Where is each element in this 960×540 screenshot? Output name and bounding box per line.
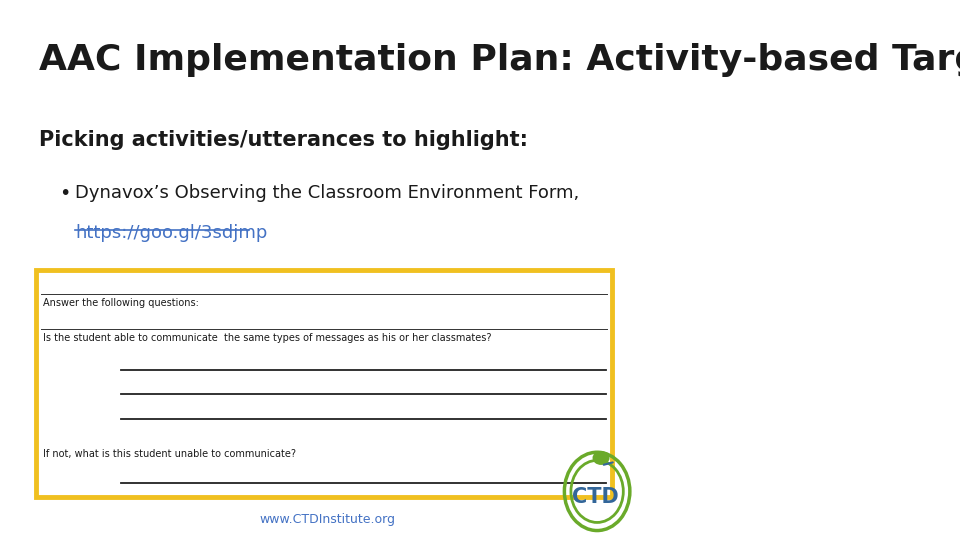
- Text: www.CTDInstitute.org: www.CTDInstitute.org: [259, 514, 396, 526]
- Text: Is the student able to communicate  the same types of messages as his or her cla: Is the student able to communicate the s…: [42, 333, 492, 343]
- Text: •: •: [59, 184, 70, 202]
- Text: CTD: CTD: [572, 487, 618, 507]
- Text: https://goo.gl/3sdjmp: https://goo.gl/3sdjmp: [75, 224, 268, 242]
- Text: Answer the following questions:: Answer the following questions:: [42, 298, 199, 308]
- Text: Dynavox’s Observing the Classroom Environment Form,: Dynavox’s Observing the Classroom Enviro…: [75, 184, 580, 201]
- Circle shape: [592, 451, 610, 465]
- Text: Picking activities/utterances to highlight:: Picking activities/utterances to highlig…: [39, 130, 528, 150]
- Text: If not, what is this student unable to communicate?: If not, what is this student unable to c…: [42, 449, 296, 460]
- FancyBboxPatch shape: [36, 270, 612, 497]
- Text: AAC Implementation Plan: Activity-based Targets: AAC Implementation Plan: Activity-based …: [39, 43, 960, 77]
